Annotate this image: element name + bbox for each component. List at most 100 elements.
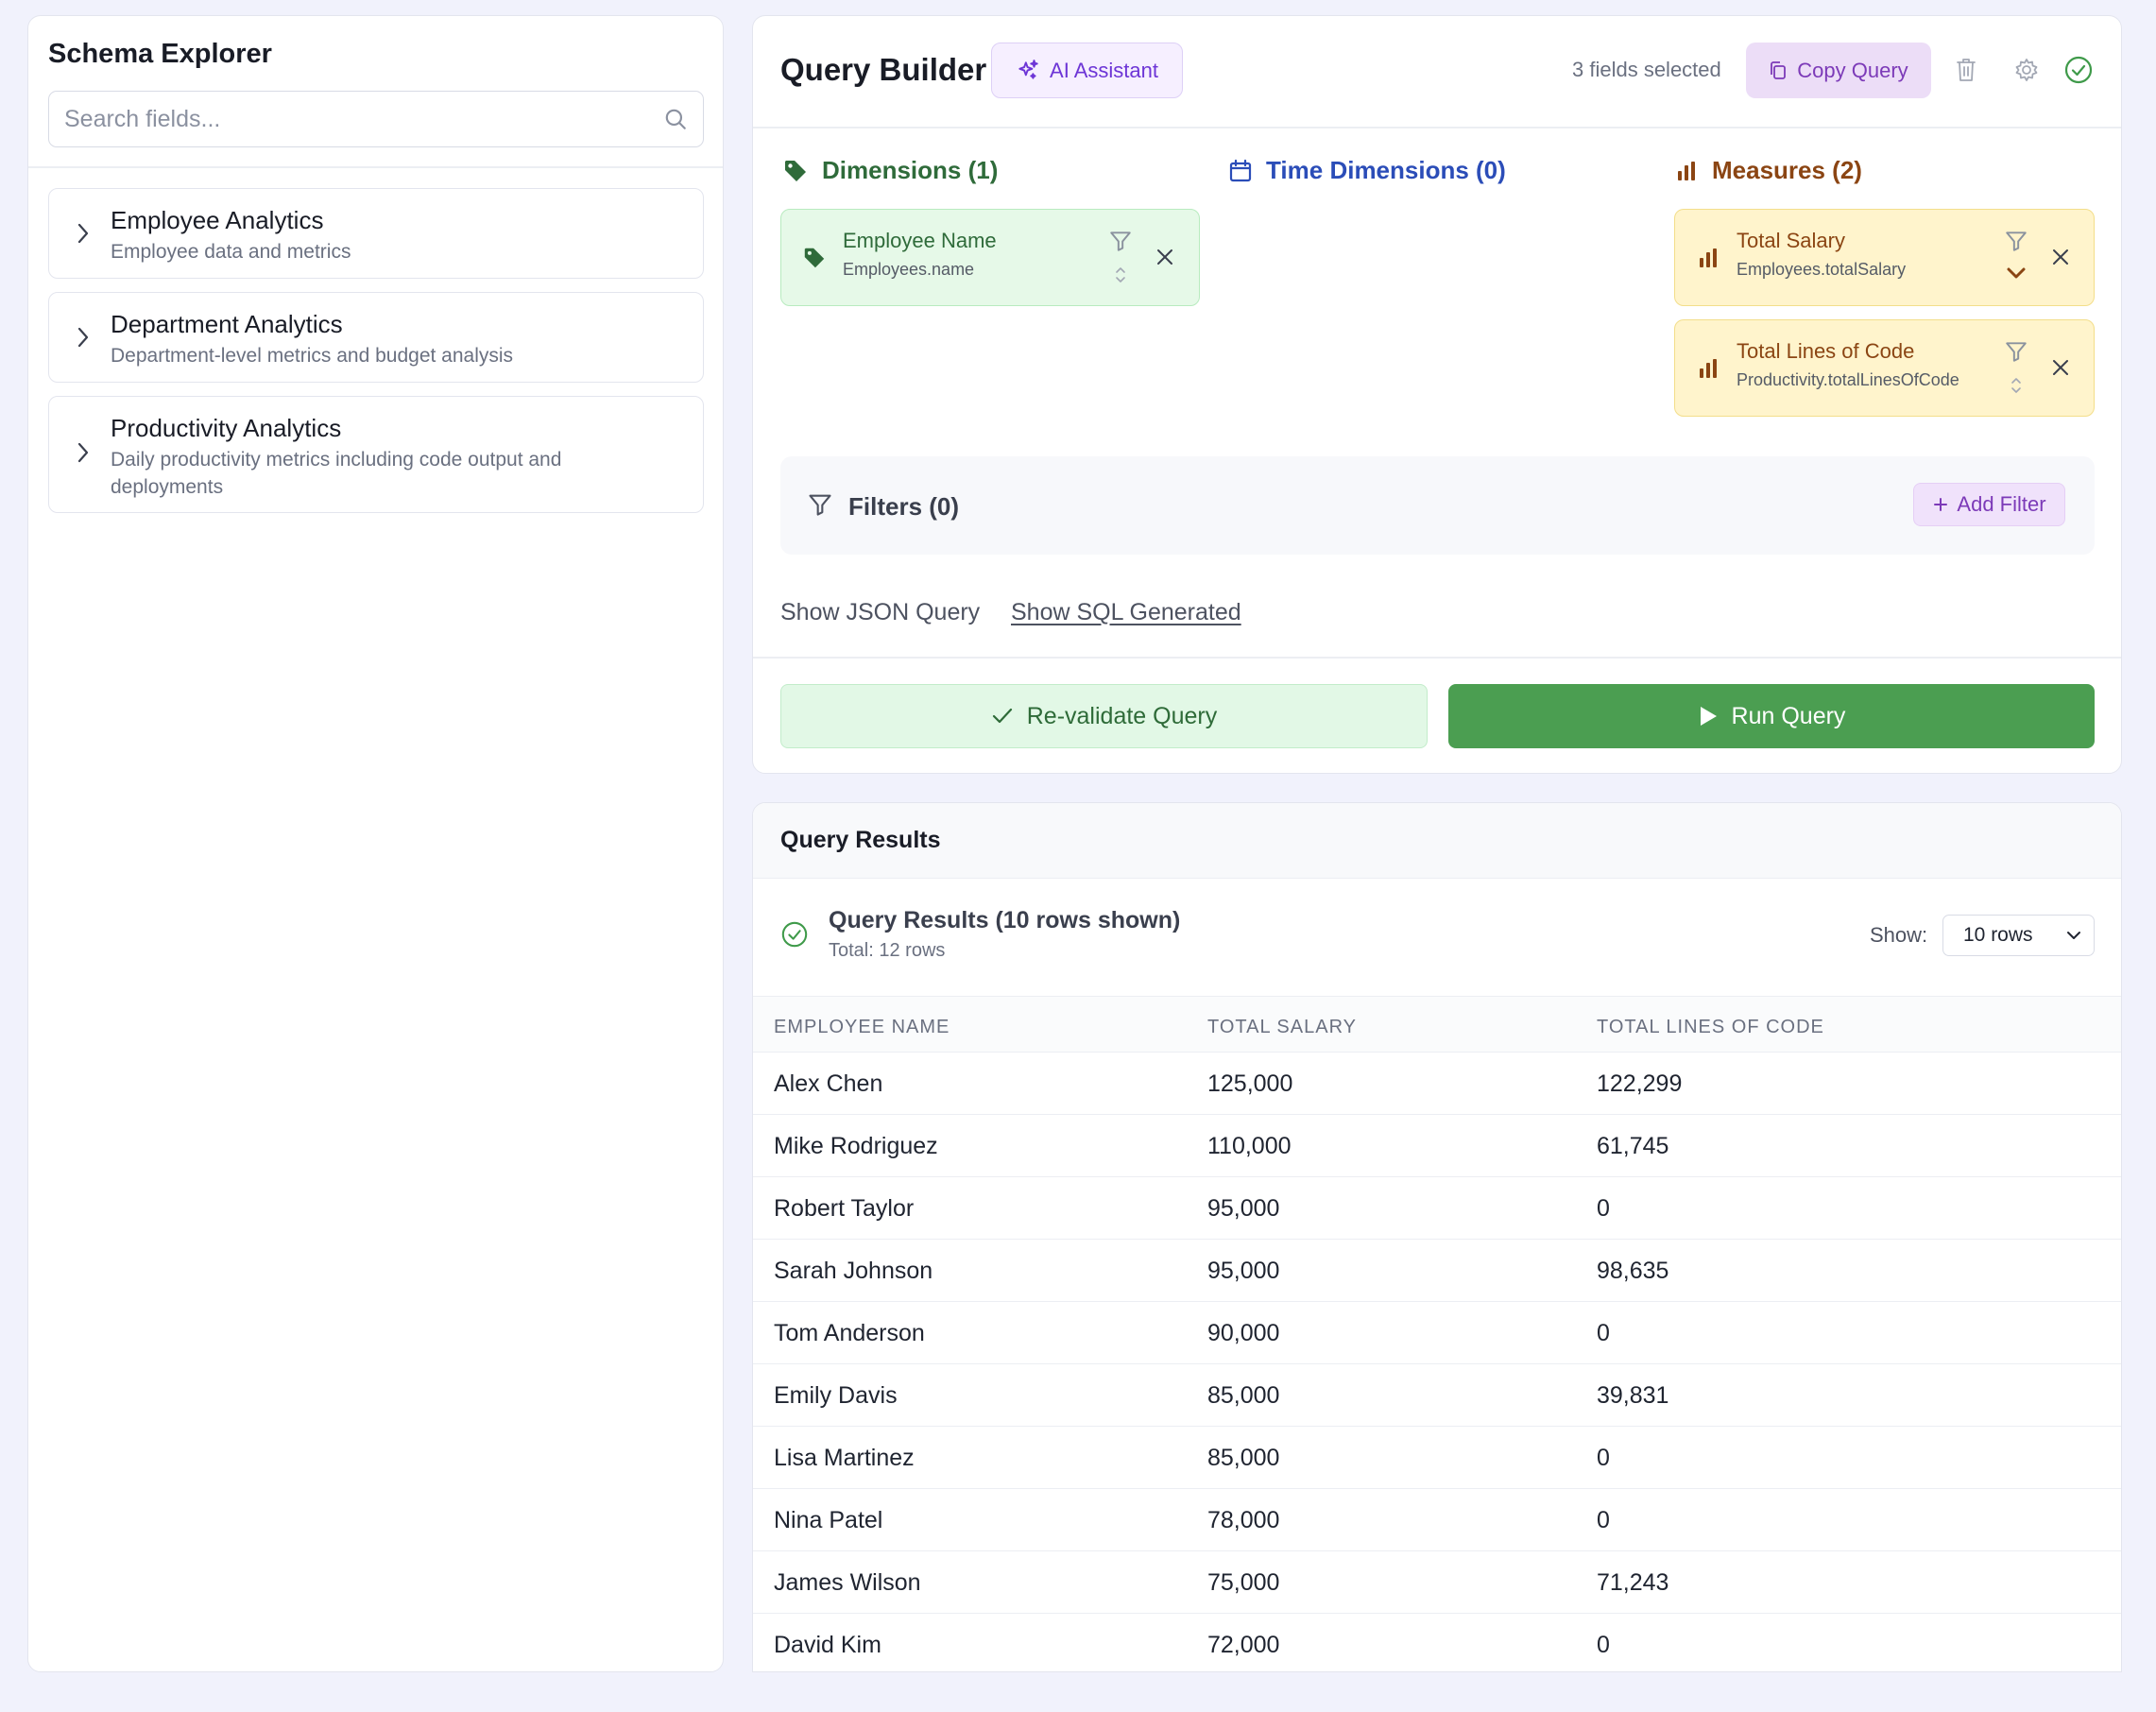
play-icon (1698, 705, 1719, 728)
table-row: Alex Chen 125,000 122,299 (753, 1053, 2121, 1115)
chip-title: Total Lines of Code (1737, 339, 1915, 363)
cube-employee-analytics[interactable]: Employee Analytics Employee data and met… (48, 188, 704, 279)
cube-productivity-analytics[interactable]: Productivity Analytics Daily productivit… (48, 396, 704, 513)
cell-employee-name: Emily Davis (774, 1382, 898, 1409)
table-row: Emily Davis 85,000 39,831 (753, 1364, 2121, 1427)
measures-heading-label: Measures (2) (1712, 156, 1862, 184)
cell-total-salary: 95,000 (1207, 1258, 1280, 1284)
copy-query-button[interactable]: Copy Query (1746, 43, 1931, 98)
query-results-panel: Query Results Query Results (10 rows sho… (752, 802, 2122, 1672)
calendar-icon (1228, 159, 1253, 183)
table-row: James Wilson 75,000 71,243 (753, 1551, 2121, 1614)
time-dimensions-heading: Time Dimensions (0) (1228, 156, 1506, 185)
table-row: Tom Anderson 90,000 0 (753, 1302, 2121, 1364)
close-icon[interactable] (2050, 247, 2071, 267)
cell-employee-name: David Kim (774, 1632, 881, 1658)
time-dimensions-heading-label: Time Dimensions (0) (1266, 156, 1506, 184)
dimensions-heading: Dimensions (1) (782, 156, 998, 185)
show-rows-label: Show: (1870, 923, 1928, 947)
add-filter-label: Add Filter (1957, 492, 2046, 516)
sort-icon[interactable] (2010, 375, 2023, 396)
chip-field: Employees.name (843, 260, 975, 279)
column-header[interactable]: EMPLOYEE NAME (774, 1017, 950, 1037)
copy-query-label: Copy Query (1797, 58, 1908, 82)
filters-section: Filters (0) Add Filter (780, 456, 2095, 555)
ai-assistant-label: AI Assistant (1050, 58, 1158, 82)
search-icon[interactable] (663, 107, 688, 131)
gear-icon[interactable] (2013, 57, 2040, 83)
cell-employee-name: Sarah Johnson (774, 1258, 933, 1284)
sort-descending-icon[interactable] (2005, 265, 2028, 282)
cell-employee-name: Nina Patel (774, 1507, 883, 1533)
chip-title: Total Salary (1737, 229, 1845, 252)
cell-total-lines-of-code: 122,299 (1597, 1070, 1683, 1097)
filter-icon[interactable] (1108, 229, 1133, 253)
close-icon[interactable] (1155, 247, 1175, 267)
cube-title: Productivity Analytics (111, 414, 342, 442)
cell-employee-name: Lisa Martinez (774, 1445, 915, 1471)
column-header[interactable]: TOTAL SALARY (1207, 1017, 1357, 1037)
dimension-chip-employee-name[interactable]: Employee Name Employees.name (780, 209, 1200, 306)
cube-department-analytics[interactable]: Department Analytics Department-level me… (48, 292, 704, 383)
chevron-right-icon[interactable] (74, 325, 93, 350)
cube-description: Employee data and metrics (111, 241, 351, 263)
add-filter-button[interactable]: Add Filter (1913, 483, 2065, 526)
table-row: Lisa Martinez 85,000 0 (753, 1427, 2121, 1489)
search-input[interactable] (64, 105, 663, 133)
cell-total-salary: 85,000 (1207, 1445, 1280, 1471)
filter-icon (807, 491, 833, 518)
cell-total-salary: 125,000 (1207, 1070, 1293, 1097)
bar-chart-icon (1674, 159, 1699, 183)
plus-icon (1932, 496, 1949, 513)
results-summary-title: Query Results (10 rows shown) (829, 907, 1181, 933)
run-query-button[interactable]: Run Query (1448, 684, 2095, 748)
cell-total-salary: 110,000 (1207, 1133, 1292, 1159)
revalidate-query-label: Re-validate Query (1026, 702, 1218, 729)
cell-total-salary: 78,000 (1207, 1507, 1280, 1533)
table-row: Nina Patel 78,000 0 (753, 1489, 2121, 1551)
cube-title: Department Analytics (111, 310, 343, 338)
results-header: Query Results (753, 803, 2121, 879)
cell-total-lines-of-code: 0 (1597, 1445, 1610, 1471)
cube-title: Employee Analytics (111, 206, 324, 234)
close-icon[interactable] (2050, 357, 2071, 378)
trash-icon[interactable] (1955, 57, 1977, 83)
cell-total-salary: 85,000 (1207, 1382, 1280, 1409)
chip-field: Employees.totalSalary (1737, 260, 1907, 279)
chevron-right-icon[interactable] (74, 221, 93, 246)
tag-icon (802, 246, 827, 270)
chevron-right-icon[interactable] (74, 440, 93, 465)
cell-total-salary: 90,000 (1207, 1320, 1280, 1346)
sort-icon[interactable] (1114, 265, 1127, 285)
search-field[interactable] (48, 91, 704, 147)
results-summary: Query Results (10 rows shown) Total: 12 … (753, 879, 2121, 997)
measure-chip-total-lines-of-code[interactable]: Total Lines of Code Productivity.totalLi… (1674, 319, 2095, 417)
measure-chip-total-salary[interactable]: Total Salary Employees.totalSalary (1674, 209, 2095, 306)
divider (753, 657, 2121, 659)
check-icon (991, 706, 1014, 727)
chevron-down-icon (2065, 930, 2082, 941)
sparkles-icon (1016, 59, 1040, 83)
cell-total-lines-of-code: 39,831 (1597, 1382, 1669, 1409)
cell-total-lines-of-code: 98,635 (1597, 1258, 1669, 1284)
show-sql-generated-link[interactable]: Show SQL Generated (1011, 599, 1241, 625)
cell-total-salary: 75,000 (1207, 1569, 1280, 1596)
rows-per-page-select[interactable]: 10 rows (1942, 915, 2095, 956)
column-header[interactable]: TOTAL LINES OF CODE (1597, 1017, 1824, 1037)
cell-total-lines-of-code: 0 (1597, 1195, 1610, 1222)
filter-icon[interactable] (2004, 229, 2028, 253)
cell-total-lines-of-code: 61,745 (1597, 1133, 1669, 1159)
filter-icon[interactable] (2004, 339, 2028, 364)
ai-assistant-button[interactable]: AI Assistant (991, 43, 1183, 98)
filters-heading: Filters (0) (848, 492, 960, 521)
show-json-query-link[interactable]: Show JSON Query (780, 599, 981, 625)
results-title: Query Results (780, 827, 941, 853)
tag-icon (782, 158, 809, 184)
schema-explorer-title: Schema Explorer (48, 39, 272, 69)
revalidate-query-button[interactable]: Re-validate Query (780, 684, 1428, 748)
table-row: Mike Rodriguez 110,000 61,745 (753, 1115, 2121, 1177)
cell-employee-name: Alex Chen (774, 1070, 883, 1097)
table-header: EMPLOYEE NAME TOTAL SALARY TOTAL LINES O… (753, 997, 2121, 1053)
cell-total-lines-of-code: 0 (1597, 1507, 1610, 1533)
fields-selected-count: 3 fields selected (1572, 58, 1721, 81)
